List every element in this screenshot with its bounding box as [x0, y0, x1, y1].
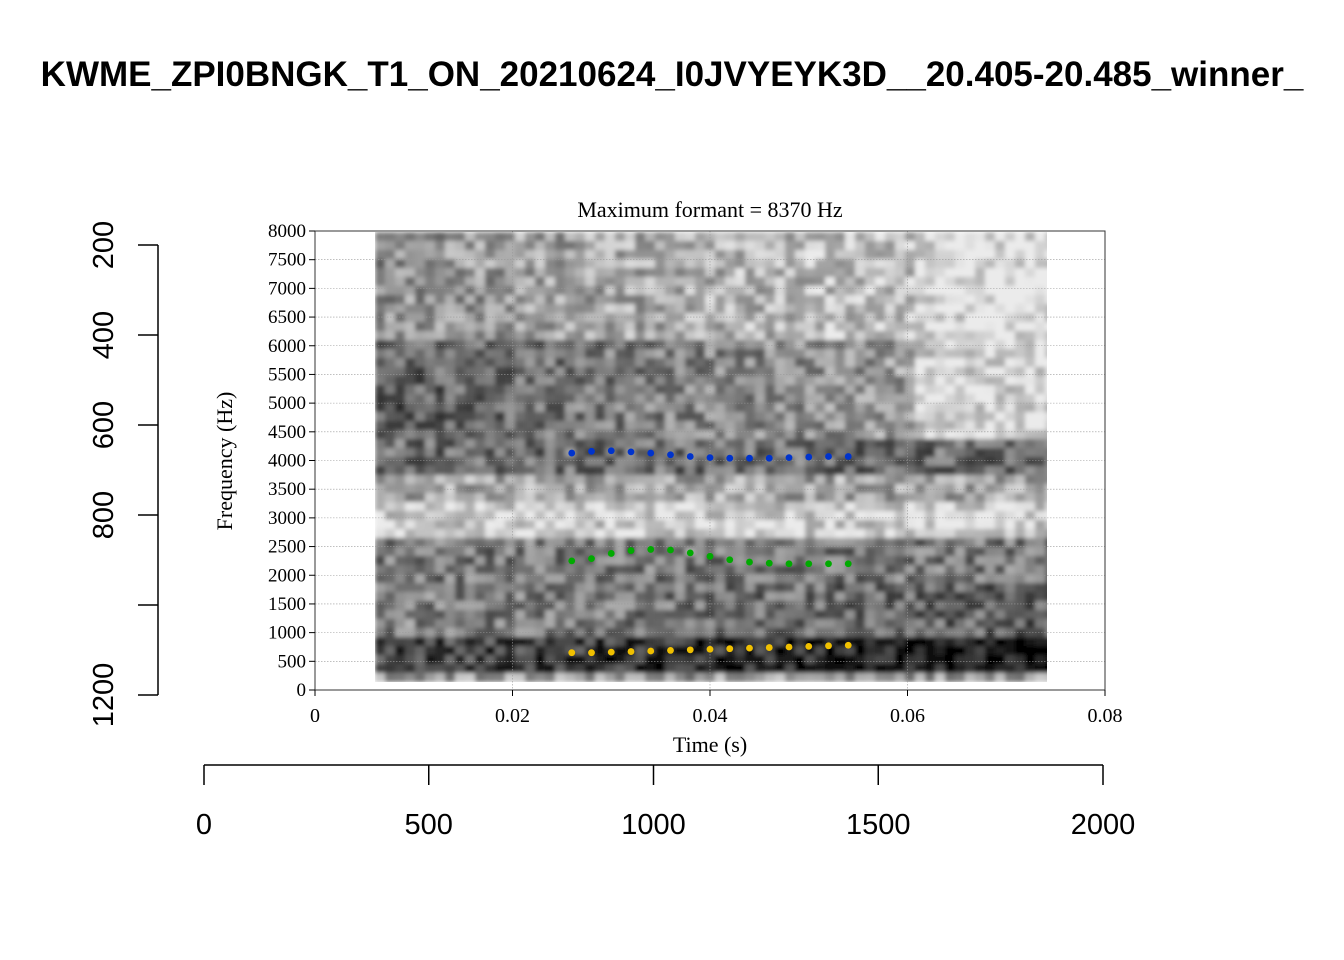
- main-title-text: KWME_ZPI0BNGK_T1_ON_20210624_I0JVYEYK3D_…: [40, 55, 1304, 94]
- y-tick-label: 5500: [268, 364, 306, 385]
- formant-point-3: [706, 645, 714, 653]
- y-tick-label: 7000: [268, 278, 306, 299]
- outer-x-tick-label: 500: [405, 809, 453, 841]
- outer-y-tick-label: 400: [88, 311, 120, 359]
- outer-y-tick-label: 200: [88, 221, 120, 269]
- y-tick-label: 4500: [268, 422, 306, 443]
- formant-point-2: [686, 549, 694, 557]
- inner-y-axis: 0 500 1000 1500 2000 2500 3000 3500 4000 4500 5000…: [268, 221, 315, 701]
- outer-y-tick-label: 800: [88, 491, 120, 539]
- y-tick-label: 6500: [268, 307, 306, 328]
- formant-point-1: [647, 449, 655, 457]
- y-tick-label: 1000: [268, 623, 306, 644]
- x-tick-label: 0: [310, 705, 320, 727]
- formant-point-3: [647, 647, 655, 655]
- y-tick-label: 1500: [268, 594, 306, 615]
- main-title: KWME_ZPI0BNGK_T1_ON_20210624_I0JVYEYK3D_…: [0, 55, 1344, 105]
- formant-point-2: [568, 557, 576, 565]
- outer-x-tick-label: 1000: [621, 809, 686, 841]
- formant-point-3: [785, 643, 793, 651]
- formant-point-1: [765, 454, 773, 462]
- formant-point-2: [805, 560, 813, 568]
- formant-point-1: [686, 453, 694, 460]
- formant-point-1: [627, 448, 635, 456]
- formant-point-3: [805, 642, 813, 650]
- formant-point-2: [647, 546, 655, 553]
- formant-point-3: [568, 649, 576, 657]
- formant-point-3: [825, 642, 832, 650]
- formant-point-2: [765, 559, 773, 567]
- y-tick-label: 500: [278, 651, 307, 672]
- outer-y-tick-label: 1200: [88, 663, 120, 728]
- y-tick-label: 0: [297, 680, 307, 701]
- formant-points: [568, 447, 852, 657]
- x-axis-label: Time (s): [673, 732, 747, 757]
- formant-point-3: [588, 649, 595, 657]
- formant-point-1: [825, 453, 832, 460]
- y-tick-label: 8000: [268, 221, 306, 242]
- x-tick-label: 0.02: [495, 705, 530, 727]
- formant-point-1: [844, 453, 852, 460]
- y-tick-label: 7500: [268, 250, 306, 271]
- formant-point-1: [746, 454, 753, 462]
- formant-point-2: [627, 547, 635, 554]
- formant-point-2: [607, 550, 615, 557]
- formant-point-1: [805, 453, 813, 461]
- spectrogram: [375, 232, 1047, 682]
- formant-point-1: [785, 454, 793, 462]
- y-tick-label: 3500: [268, 479, 306, 500]
- formant-point-3: [746, 644, 753, 652]
- formant-point-3: [765, 644, 773, 651]
- y-tick-label: 2500: [268, 537, 306, 558]
- y-tick-label: 2000: [268, 565, 306, 586]
- formant-point-2: [844, 560, 852, 568]
- outer-x-tick-label: 2000: [1071, 809, 1136, 841]
- outer-x-tick-label: 1500: [846, 809, 911, 841]
- y-axis-label: Frequency (Hz): [212, 392, 237, 531]
- y-tick-label: 3000: [268, 508, 306, 529]
- x-tick-label: 0.06: [890, 705, 925, 727]
- formant-point-1: [706, 454, 714, 462]
- formant-point-2: [746, 558, 753, 566]
- outer-y-axis: 200 400 600 800 1200: [88, 221, 159, 728]
- formant-point-3: [686, 646, 694, 654]
- y-tick-label: 6000: [268, 336, 306, 357]
- formant-point-3: [667, 647, 674, 654]
- chart-title: Maximum formant = 8370 Hz: [577, 197, 843, 222]
- formant-point-3: [627, 648, 635, 655]
- formant-point-3: [844, 641, 852, 649]
- formant-point-2: [667, 546, 674, 554]
- formant-point-2: [825, 560, 832, 568]
- inner-x-axis: 0 0.02 0.04 0.06 0.08: [310, 690, 1123, 727]
- formant-point-2: [706, 552, 714, 560]
- formant-point-1: [667, 451, 674, 459]
- outer-y-tick-label: 600: [88, 401, 120, 449]
- x-tick-label: 0.04: [693, 705, 728, 727]
- outer-x-axis: 0 500 1000 1500 2000: [196, 764, 1136, 841]
- formant-point-3: [607, 648, 615, 656]
- formant-point-2: [726, 556, 734, 564]
- x-tick-label: 0.08: [1088, 705, 1123, 727]
- formant-point-2: [588, 555, 595, 563]
- formant-point-1: [726, 454, 734, 462]
- formant-point-1: [568, 449, 576, 457]
- formant-point-1: [588, 447, 595, 455]
- y-tick-label: 5000: [268, 393, 306, 414]
- formant-point-2: [785, 560, 793, 568]
- y-tick-label: 4000: [268, 451, 306, 472]
- outer-x-tick-label: 0: [196, 809, 212, 841]
- formant-point-3: [726, 645, 734, 653]
- formant-point-1: [607, 447, 615, 455]
